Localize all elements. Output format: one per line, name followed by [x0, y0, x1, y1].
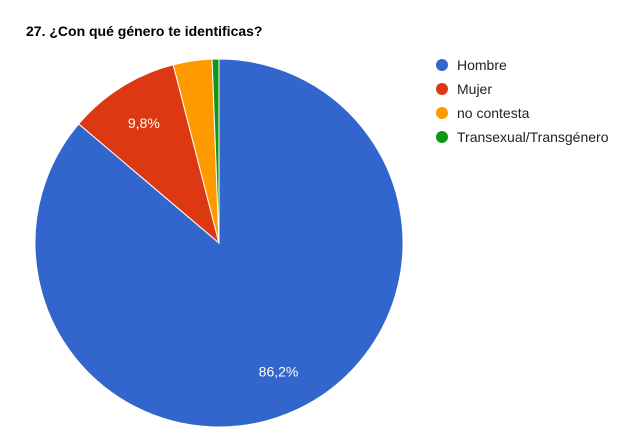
legend-label: Hombre	[457, 57, 507, 73]
chart-legend: Hombre Mujer no contesta Transexual/Transgé…	[436, 57, 608, 153]
pie-slice-transexual-transgenero[interactable]	[211, 58, 220, 244]
legend-label: Transexual/Transgénero	[457, 129, 609, 145]
legend-swatch-icon	[436, 59, 448, 71]
legend-item-hombre[interactable]: Hombre	[436, 57, 608, 73]
legend-item-transexual-transgenero[interactable]: Transexual/Transgénero	[436, 129, 608, 145]
pie-slice-mujer[interactable]	[78, 64, 220, 245]
legend-label: Mujer	[457, 81, 493, 97]
legend-swatch-icon	[436, 131, 448, 143]
slice-label-mujer: 9,8%	[128, 115, 160, 131]
chart-title: 27. ¿Con qué género te identificas?	[26, 23, 263, 39]
legend-item-no-contesta[interactable]: no contesta	[436, 105, 608, 121]
legend-swatch-icon	[436, 107, 448, 119]
legend-item-mujer[interactable]: Mujer	[436, 81, 608, 97]
legend-label: no contesta	[457, 105, 530, 121]
legend-swatch-icon	[436, 83, 448, 95]
slice-label-hombre: 86,2%	[259, 364, 299, 380]
